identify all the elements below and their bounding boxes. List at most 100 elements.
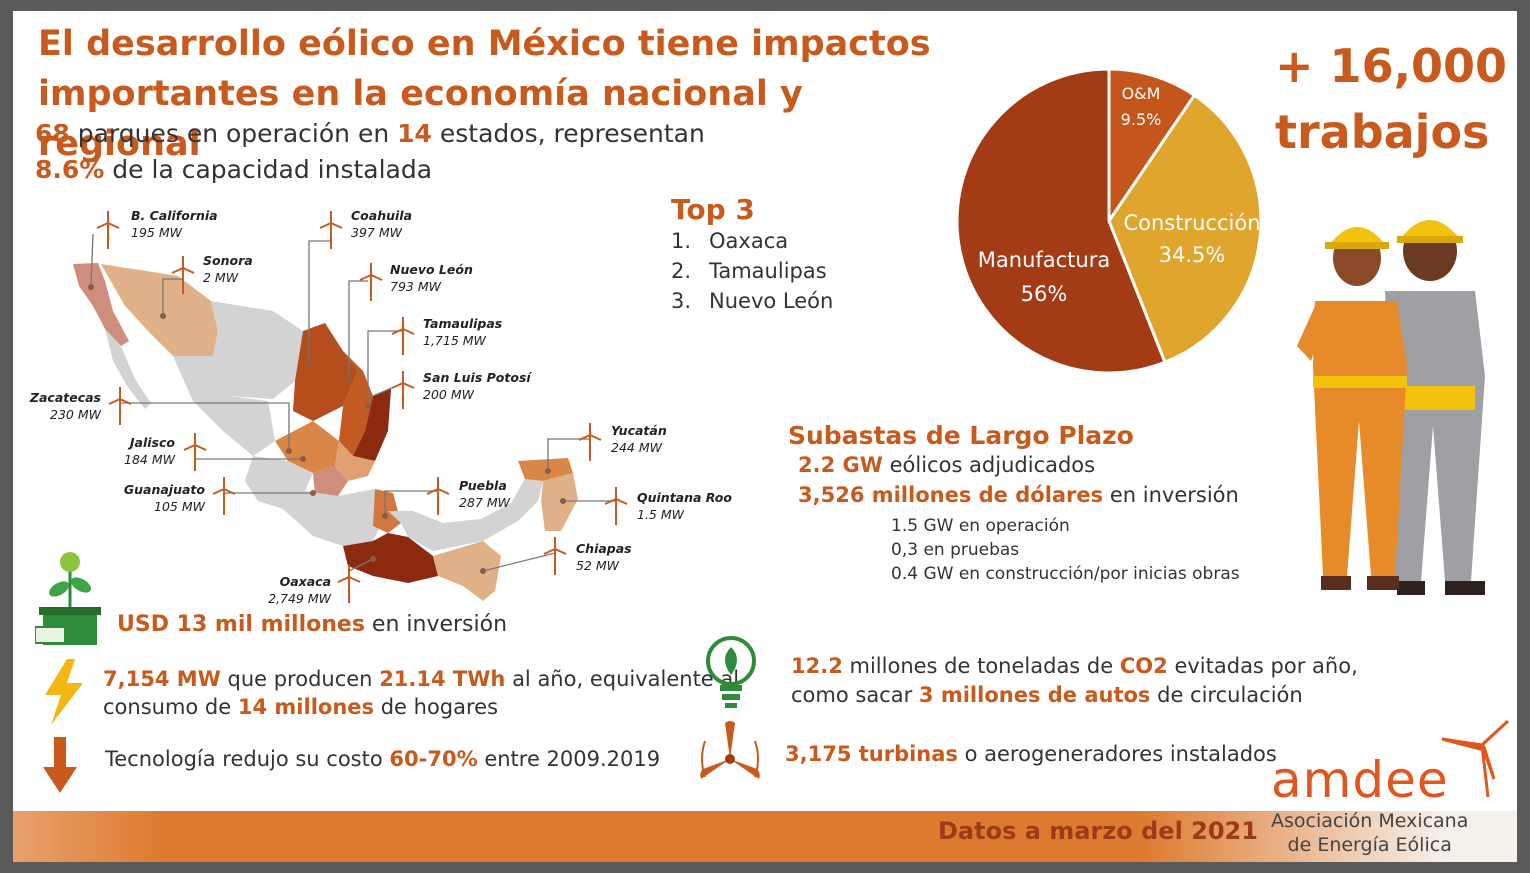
map-shapes [73,263,578,601]
turbine-icon [426,477,450,515]
page-title: El desarrollo eólico en México tiene imp… [38,19,938,169]
summary-line-1: 68 parques en operación en 14 estados, r… [35,119,705,148]
parks-text: parques en operación en [77,119,390,148]
fact-co2-line-2: como sacar 3 millones de autos de circul… [791,683,1303,707]
fact-co2-line-1: 12.2 millones de toneladas de CO2 evitad… [791,654,1358,678]
states-count: 14 [397,119,432,148]
parks-count: 68 [35,119,70,148]
map-label-b-california: B. California 195 MW [131,208,218,240]
state-gulf [388,479,543,551]
pie-label-om: O&M 9.5% [1120,84,1162,129]
top3-heading: Top 3 [671,193,755,226]
state-baja-california [73,263,129,346]
turbine-icon [337,565,361,603]
capacity-percent: 8.6% [35,155,105,184]
subastas-details: 1.5 GW en operación 0,3 en pruebas 0.4 G… [788,510,1240,586]
turbine-icon [212,477,236,515]
map-label-tamaulipas: Tamaulipas 1,715 MW [423,316,503,348]
mexico-map [73,211,628,603]
logo-brand: amdee [1271,751,1449,809]
state-guanajuato [313,466,348,496]
lightning-icon [45,659,83,725]
state-quintana-roo [541,473,578,531]
state-nuevo-leon [339,351,373,456]
top3-item-2: 2. Tamaulipas [671,259,827,283]
state-durango [173,356,275,456]
state-jalisco [245,456,313,509]
subastas-detail: 1.5 GW en operación [891,516,1070,536]
turbine-icon [391,317,415,355]
map-label-yucatan: Yucatán 244 MW [611,423,667,455]
pie-slice-om [1107,67,1197,226]
worker-orange [1297,227,1407,590]
map-label-jalisco: Jalisco 184 MW [124,435,175,467]
logo-turbine-icon [1441,719,1510,798]
workers-illustration [1297,220,1485,595]
logo-tag-2: de Energía Eólica [1287,834,1452,856]
amdee-logo: amdee Asociación Mexicana de Energía Eól… [1271,751,1468,857]
subastas-heading: Subastas de Largo Plazo [788,421,1134,450]
turbine-icon [604,487,628,525]
summary-line-2: 8.6% de la capacidad instalada [35,155,432,184]
pie-slices [955,67,1263,375]
state-puebla [373,489,401,533]
subastas-gw: 2.2 GW eólicos adjudicados [798,453,1096,477]
state-chiapas [433,541,501,601]
state-oaxaca [343,533,438,583]
map-label-puebla: Puebla 287 MW [459,478,510,510]
map-label-chiapas: Chiapas 52 MW [576,541,632,573]
infographic: El desarrollo eólico en México tiene imp… [13,11,1517,862]
turbine-icon [319,211,343,249]
state-chihuahua [211,301,303,399]
fact-investment: USD 13 mil millones en inversión [117,612,508,637]
jobs-pie-chart [955,67,1263,375]
subastas-detail: 0.4 GW en construcción/por inicias obras [891,564,1240,584]
state-sonora [101,264,218,371]
map-label-sonora: Sonora 2 MW [203,253,253,285]
map-label-zacatecas: Zacatecas 230 MW [29,390,101,422]
map-label-guanajuato: Guanajuato 105 MW [123,482,205,514]
turbine-icon [96,211,120,249]
top3-item-1: 1. Oaxaca [671,229,789,253]
turbine-icon [183,433,207,471]
fact-turbines: 3,175 turbinas o aerogeneradores instala… [785,742,1277,766]
down-arrow-icon [43,737,77,793]
subastas-investment: 3,526 millones de dólares en inversión [798,483,1239,507]
state-san-luis-potosi [335,441,375,481]
state-baja-california-sur [105,329,151,409]
pie-label-construccion: Construcción 34.5% [1123,211,1261,267]
state-tamaulipas [353,389,391,461]
state-central [283,489,388,546]
map-label-nuevo-leon: Nuevo León 793 MW [390,262,473,294]
turbine-icon [543,537,567,575]
title-line-2: importantes en la economía nacional y re… [38,74,803,164]
eco-bulb-icon [706,636,756,708]
state-zacatecas [275,421,339,473]
title-line-1: El desarrollo eólico en México tiene imp… [38,24,931,64]
turbine-rotor-icon [700,721,760,779]
worker-grey [1385,220,1485,595]
turbine-icon [171,256,195,294]
map-label-coahuila: Coahuila 397 MW [351,208,412,240]
footer-bar [13,811,1517,862]
pie-label-manufactura: Manufactura 56% [977,248,1111,306]
map-markers [88,284,566,574]
top3-item-3: 3. Nuevo León [671,289,834,313]
jobs-count: + 16,000 trabajos [1275,39,1508,159]
capacity-text: de la capacidad instalada [112,155,433,184]
turbine-icon [359,263,383,301]
map-leader-lines [90,233,616,572]
money-plant-icon [35,552,101,645]
fact-technology: Tecnología redujo su costo 60-70% entre … [105,747,661,771]
subastas-detail: 0,3 en pruebas [891,540,1020,560]
subastas-section: Subastas de Largo Plazo 2.2 GW eólicos a… [788,421,1240,586]
states-text: estados, representan [439,119,705,148]
map-label-oaxaca: Oaxaca 2,749 MW [268,574,331,606]
turbine-icon [578,423,602,461]
footer-date: Datos a marzo del 2021 [938,817,1258,845]
top3-list: Top 3 1. Oaxaca 2. Tamaulipas 3. Nuevo León [671,193,833,316]
logo-tag-1: Asociación Mexicana [1271,810,1469,832]
pie-slice-construccin [1107,93,1263,365]
map-label-san-luis-potosi: San Luis Potosí 200 MW [423,370,531,402]
turbine-icon [391,371,415,409]
